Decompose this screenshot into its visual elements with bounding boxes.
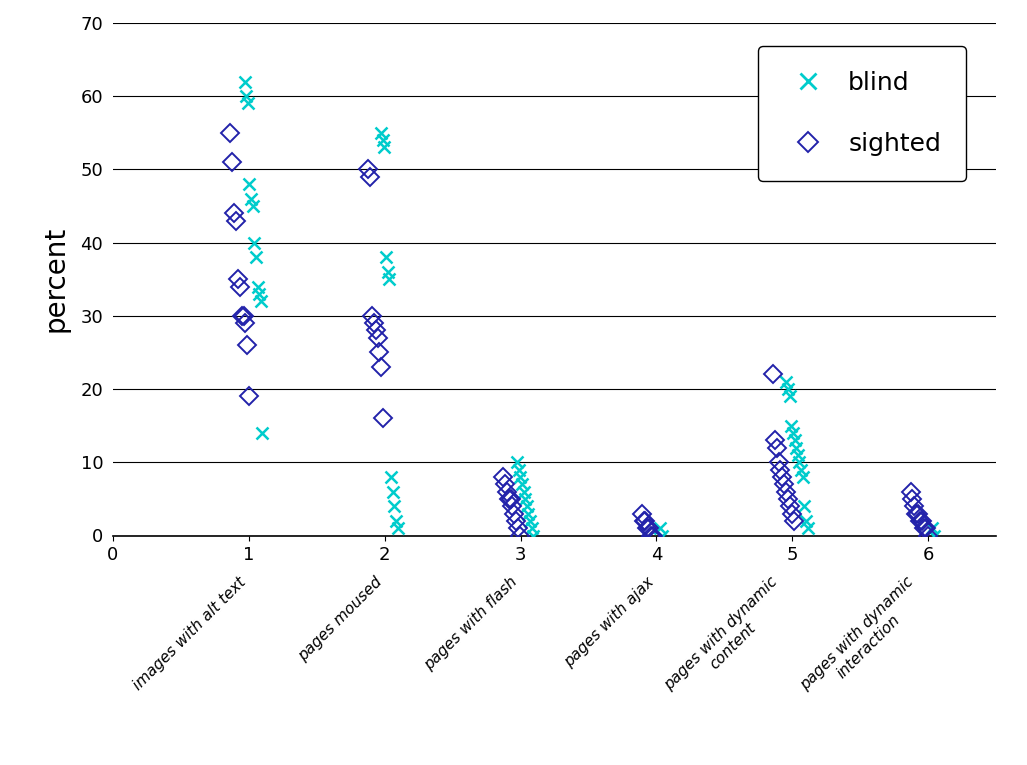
Y-axis label: percent: percent [41,226,70,332]
Text: pages with dynamic
interaction: pages with dynamic interaction [797,575,928,705]
Text: pages moused: pages moused [295,575,385,664]
Text: pages with ajax: pages with ajax [561,575,656,670]
Legend: blind, sighted: blind, sighted [758,46,966,181]
Text: pages with dynamic
content: pages with dynamic content [661,575,793,705]
Text: images with alt text: images with alt text [130,575,249,693]
Text: pages with flash: pages with flash [422,575,521,673]
